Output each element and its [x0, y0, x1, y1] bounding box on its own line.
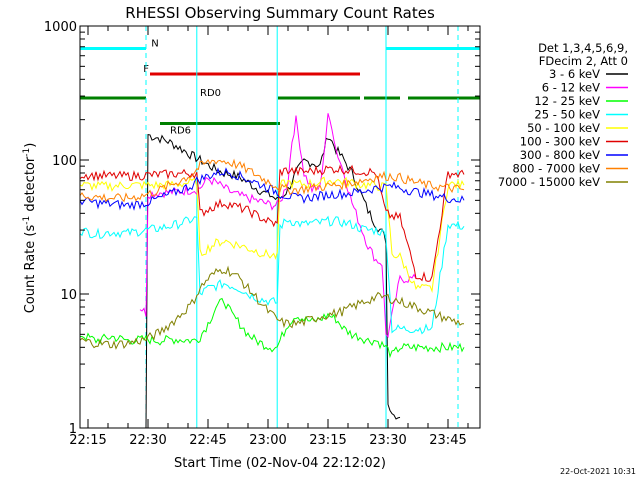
- legend-header-decimation: FDecim 2, Att 0: [539, 54, 628, 68]
- y-axis-label-part3: ): [23, 143, 38, 148]
- series-line-1: [139, 113, 417, 339]
- y-axis-label-sup2: -1: [22, 148, 32, 157]
- series-line-8: [79, 265, 465, 350]
- series-line-0: [145, 134, 401, 429]
- series-line-4: [79, 176, 465, 293]
- legend-label-0: 3 - 6 keV: [549, 67, 600, 81]
- y-axis-label-part1: Count Rate (s: [23, 225, 38, 314]
- legend-label-1: 6 - 12 keV: [542, 81, 600, 95]
- series-line-7: [79, 158, 465, 203]
- series-line-2: [80, 297, 465, 359]
- state-bar-label-1: F: [143, 64, 149, 75]
- y-tick-labels: 1 10 100 1000: [44, 20, 77, 437]
- series-line-6: [79, 167, 465, 211]
- legend-label-6: 300 - 800 keV: [520, 148, 600, 162]
- state-bar-label-2: RD0: [200, 88, 221, 99]
- state-bar-label-0: N: [151, 39, 158, 50]
- x-tick-label-3: 23:00: [249, 433, 286, 448]
- plot-frame: [79, 25, 481, 429]
- y-tick-label-3: 1000: [44, 20, 77, 35]
- legend-label-3: 25 - 50 keV: [534, 108, 600, 122]
- legend-label-4: 50 - 100 keV: [527, 121, 600, 135]
- series-line-5: [79, 164, 465, 282]
- x-tick-label-5: 23:30: [369, 433, 406, 448]
- x-tick-label-2: 22:45: [189, 433, 226, 448]
- legend-label-8: 7000 - 15000 keV: [498, 175, 600, 189]
- x-tick-labels: 22:15 22:30 22:45 23:00 23:15 23:30 23:45: [69, 433, 466, 448]
- x-tick-label-1: 22:30: [129, 433, 166, 448]
- x-tick-label-6: 23:45: [429, 433, 466, 448]
- y-tick-label-2: 100: [52, 154, 77, 169]
- y-tick-label-1: 10: [60, 288, 77, 303]
- generation-timestamp: 22-Oct-2021 10:31: [560, 467, 636, 476]
- y-axis-label-part2: detector: [23, 156, 38, 216]
- y-axis-label-sup1: -1: [22, 216, 32, 225]
- state-bars: N F RD0 RD6: [80, 39, 480, 137]
- legend: Det 1,3,4,5,6,9, FDecim 2, Att 0 3 - 6 k…: [498, 41, 628, 189]
- x-tick-label-0: 22:15: [69, 433, 106, 448]
- y-tick-label-0: 1: [69, 422, 77, 437]
- legend-label-2: 12 - 25 keV: [534, 94, 600, 108]
- series-line-3: [79, 215, 465, 335]
- state-bar-label-3: RD6: [170, 126, 191, 137]
- axis-ticks: [80, 26, 480, 429]
- legend-header-detectors: Det 1,3,4,5,6,9,: [538, 41, 628, 55]
- x-axis-label: Start Time (02-Nov-04 22:12:02): [174, 456, 386, 471]
- y-axis-label: Count Rate (s-1 detector-1): [22, 143, 38, 314]
- legend-label-5: 100 - 300 keV: [520, 135, 600, 149]
- legend-label-7: 800 - 7000 keV: [512, 162, 600, 176]
- chart-title: RHESSI Observing Summary Count Rates: [125, 4, 435, 22]
- x-tick-label-4: 23:15: [309, 433, 346, 448]
- series-lines: [79, 113, 465, 429]
